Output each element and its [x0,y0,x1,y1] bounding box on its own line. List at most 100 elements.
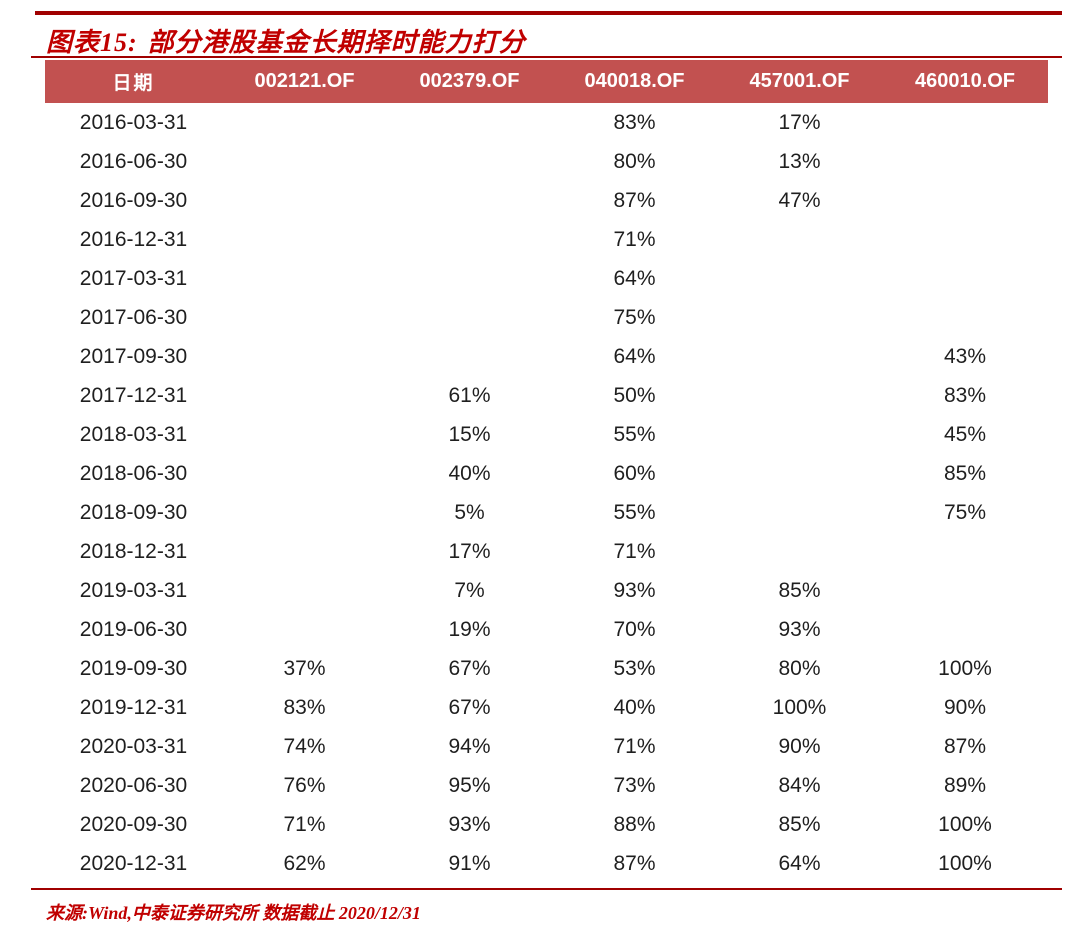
score-cell: 64% [552,259,717,298]
score-cell: 40% [552,688,717,727]
score-cell [387,220,552,259]
score-cell: 17% [717,103,882,142]
score-cell [387,103,552,142]
score-cell [717,493,882,532]
date-cell: 2018-06-30 [45,454,222,493]
score-cell: 71% [222,805,387,844]
date-cell: 2020-03-31 [45,727,222,766]
table-row: 2019-03-31 7% 93% 85% [45,571,1048,610]
score-cell: 80% [552,142,717,181]
table-row: 2017-06-30 75% [45,298,1048,337]
score-cell: 37% [222,649,387,688]
score-cell [717,220,882,259]
score-cell [387,259,552,298]
score-cell: 76% [222,766,387,805]
date-cell: 2019-12-31 [45,688,222,727]
date-cell: 2019-06-30 [45,610,222,649]
date-cell: 2016-12-31 [45,220,222,259]
score-cell [717,415,882,454]
table-row: 2020-06-30 76% 95% 73% 84% 89% [45,766,1048,805]
score-cell: 13% [717,142,882,181]
table-row: 2018-03-31 15% 55% 45% [45,415,1048,454]
score-cell: 84% [717,766,882,805]
score-cell: 43% [882,337,1048,376]
score-cell: 100% [882,649,1048,688]
score-cell [717,532,882,571]
score-cell: 40% [387,454,552,493]
fund-timing-score-table: 日期 002121.OF 002379.OF 040018.OF 457001.… [45,60,1048,883]
score-cell: 74% [222,727,387,766]
date-cell: 2018-03-31 [45,415,222,454]
table-row: 2019-12-31 83% 67% 40% 100% 90% [45,688,1048,727]
score-cell: 17% [387,532,552,571]
score-cell [222,376,387,415]
date-cell: 2016-09-30 [45,181,222,220]
source-note: 来源:Wind,中泰证券研究所 数据截止 2020/12/31 [46,903,421,923]
score-cell: 70% [552,610,717,649]
score-cell: 85% [717,805,882,844]
score-cell [222,454,387,493]
score-cell [717,454,882,493]
score-cell: 47% [717,181,882,220]
table-row: 2016-09-30 87% 47% [45,181,1048,220]
score-cell [882,220,1048,259]
score-cell [882,610,1048,649]
table-row: 2016-12-31 71% [45,220,1048,259]
top-rule-line [35,11,1062,15]
date-cell: 2019-03-31 [45,571,222,610]
score-cell: 53% [552,649,717,688]
score-cell [222,142,387,181]
date-cell: 2020-09-30 [45,805,222,844]
date-cell: 2019-09-30 [45,649,222,688]
score-cell: 45% [882,415,1048,454]
score-cell [222,610,387,649]
score-cell: 87% [552,844,717,883]
score-cell [882,103,1048,142]
table-row: 2018-12-31 17% 71% [45,532,1048,571]
score-cell [222,532,387,571]
table-row: 2016-06-30 80% 13% [45,142,1048,181]
score-cell: 94% [387,727,552,766]
score-cell [882,181,1048,220]
score-cell: 71% [552,532,717,571]
score-cell: 19% [387,610,552,649]
date-cell: 2017-03-31 [45,259,222,298]
column-header-date: 日期 [45,60,222,103]
score-cell: 55% [552,415,717,454]
score-cell: 87% [552,181,717,220]
bottom-rule-line [31,888,1062,890]
table-row: 2019-06-30 19% 70% 93% [45,610,1048,649]
score-cell [222,415,387,454]
score-cell: 87% [882,727,1048,766]
score-cell: 71% [552,727,717,766]
score-cell [717,337,882,376]
date-cell: 2017-06-30 [45,298,222,337]
score-cell: 64% [552,337,717,376]
table-row: 2018-09-30 5% 55% 75% [45,493,1048,532]
score-cell [882,571,1048,610]
score-cell [222,298,387,337]
score-cell: 71% [552,220,717,259]
table-row: 2017-03-31 64% [45,259,1048,298]
score-cell: 93% [552,571,717,610]
score-cell [717,376,882,415]
score-cell: 80% [717,649,882,688]
score-cell: 83% [222,688,387,727]
score-cell: 73% [552,766,717,805]
column-header-fund-460010: 460010.OF [882,60,1048,103]
table-row: 2019-09-30 37% 67% 53% 80% 100% [45,649,1048,688]
header-row: 日期 002121.OF 002379.OF 040018.OF 457001.… [45,60,1048,103]
column-header-fund-002379: 002379.OF [387,60,552,103]
score-cell [882,298,1048,337]
score-cell: 83% [552,103,717,142]
score-cell: 55% [552,493,717,532]
score-cell [882,532,1048,571]
column-header-fund-002121: 002121.OF [222,60,387,103]
score-cell [222,220,387,259]
score-cell: 93% [717,610,882,649]
score-cell: 85% [882,454,1048,493]
score-cell: 61% [387,376,552,415]
column-header-fund-457001: 457001.OF [717,60,882,103]
score-cell [222,181,387,220]
